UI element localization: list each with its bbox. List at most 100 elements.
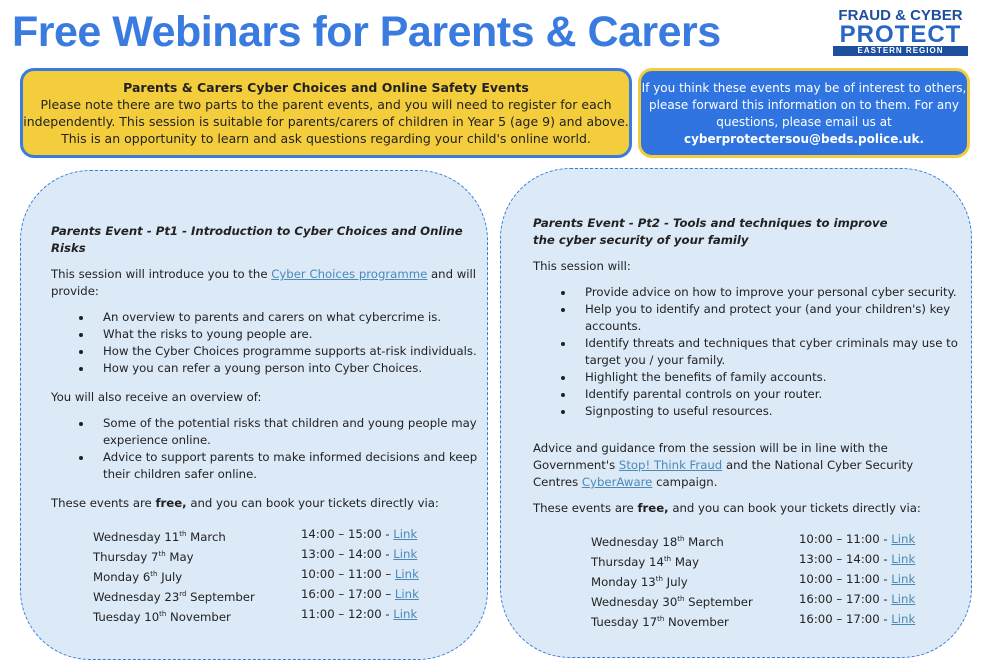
booking-link[interactable]: Link [394,566,419,581]
session-row: Tuesday 10th November 11:00 – 12:00 - Lin… [93,606,487,626]
contact-text: If you think these events may be of inte… [641,81,967,129]
bullet-item: What the risks to young people are. [93,326,487,343]
session-row: Wednesday 23rd September 16:00 – 17:00 – … [93,586,487,606]
session-date: Tuesday 17th November [591,611,799,631]
session-row: Wednesday 30th September 16:00 – 17:00 - … [591,591,971,611]
session-date: Thursday 14th May [591,551,799,571]
date-month: November [664,614,729,629]
date-day: Wednesday 30 [591,594,678,609]
date-month: July [662,574,688,589]
date-suffix: th [655,574,663,583]
session-date: Monday 13th July [591,571,799,591]
text: and you can book your tickets directly v… [668,501,921,515]
pt1-heading: Parents Event - Pt1 - Introduction to Cy… [51,224,463,255]
session-row: Tuesday 17th November 16:00 – 17:00 - Lin… [591,611,971,631]
session-time: 13:00 – 14:00 - Link [301,546,417,566]
session-time: 16:00 – 17:00 - Link [799,591,915,611]
booking-link[interactable]: Link [393,527,418,541]
bullet-item: Advice to support parents to make inform… [93,449,487,483]
date-suffix: th [677,594,685,603]
contact-email[interactable]: cyberprotectersou@beds.police.uk. [683,132,925,146]
date-month: March [186,529,226,544]
pt2-book: These events are free, and you can book … [533,500,971,517]
time-range: 10:00 – 11:00 – [301,566,395,581]
booking-link[interactable]: Link [393,546,418,561]
logo-line3: EASTERN REGION [833,46,968,56]
pt1-overview: You will also receive an overview of: [51,390,262,404]
cyber-choices-link[interactable]: Cyber Choices programme [271,267,428,281]
booking-link[interactable]: Link [394,586,419,601]
cyberaware-link[interactable]: CyberAware [581,475,653,489]
date-suffix: th [179,530,187,538]
pt1-schedule: Wednesday 11th March 14:00 – 15:00 - Link… [93,526,487,625]
time-range: 16:00 – 17:00 – [301,586,395,601]
date-month: July [157,569,183,584]
time-range: 14:00 – 15:00 - [301,527,394,541]
booking-link[interactable]: Link [891,611,916,626]
intro-body: Please note there are two parts to the p… [23,97,629,146]
text: These events are [533,501,638,515]
date-month: May [165,549,194,564]
booking-link[interactable]: Link [891,532,916,546]
date-day: Tuesday 10 [93,609,160,624]
session-date: Tuesday 10th November [93,606,301,626]
fraud-cyber-protect-logo: FRAUD & CYBER PROTECT EASTERN REGION [833,8,968,56]
date-month: March [684,534,724,549]
session-date: Wednesday 30th September [591,591,799,611]
date-suffix: th [159,609,167,618]
session-date: Wednesday 23rd September [93,586,301,606]
session-row: Thursday 7th May 13:00 – 14:00 - Link [93,546,487,566]
session-time: 16:00 – 17:00 – Link [301,586,419,606]
session-time: 10:00 – 11:00 – Link [301,566,419,586]
booking-link[interactable]: Link [393,606,418,621]
text: and you can book your tickets directly v… [186,496,439,510]
session-time: 16:00 – 17:00 - Link [799,611,915,631]
pt1-intro: This session will introduce you to the C… [51,266,487,300]
bullet-item: Highlight the benefits of family account… [575,369,975,386]
date-month: May [671,554,700,569]
session-time: 10:00 – 11:00 - Link [799,571,915,591]
date-suffix: th [158,549,166,558]
booking-link[interactable]: Link [891,571,916,586]
session-row: Monday 13th July 10:00 – 11:00 - Link [591,571,971,591]
date-day: Monday 6 [93,569,151,584]
text: Advice and guidance from the session wil… [533,441,888,472]
text: and the National Cyber Security Centres [533,458,914,489]
free-text: free, [637,501,669,515]
time-range: 10:00 – 11:00 - [799,532,892,546]
date-day: Thursday 7 [93,549,159,564]
pt2-schedule: Wednesday 18th March 10:00 – 11:00 - Link… [591,531,971,630]
date-day: Thursday 14 [591,554,664,569]
logo-line2: PROTECT [839,21,962,48]
text: and will provide: [51,267,477,298]
bullet-item: Provide advice on how to improve your pe… [575,284,975,301]
pt2-advice: Advice and guidance from the session wil… [533,440,943,491]
session-row: Thursday 14th May 13:00 – 14:00 - Link [591,551,971,571]
contact-box: If you think these events may be of inte… [638,68,970,158]
booking-link[interactable]: Link [891,591,916,606]
intro-heading: Parents & Carers Cyber Choices and Onlin… [123,80,529,95]
session-time: 10:00 – 11:00 - Link [799,531,915,551]
pt1-panel: Parents Event - Pt1 - Introduction to Cy… [20,170,488,660]
bullet-item: How the Cyber Choices programme supports… [93,343,487,360]
time-range: 16:00 – 17:00 - [799,611,892,626]
stop-think-fraud-link[interactable]: Stop! Think Fraud [618,458,723,472]
booking-link[interactable]: Link [891,551,916,566]
date-suffix: th [677,535,685,543]
date-day: Wednesday 11 [93,529,180,544]
pt1-bullets: An overview to parents and carers on wha… [93,309,487,377]
session-time: 14:00 – 15:00 - Link [301,526,417,546]
pt2-bullets: Provide advice on how to improve your pe… [575,284,975,420]
text: This session will introduce you to the [51,267,272,281]
time-range: 16:00 – 17:00 - [799,591,892,606]
pt1-book: These events are free, and you can book … [51,495,487,512]
time-range: 13:00 – 14:00 - [301,546,394,561]
bullet-item: An overview to parents and carers on wha… [93,309,487,326]
free-text: free, [155,496,187,510]
session-time: 11:00 – 12:00 - Link [301,606,417,626]
date-month: November [166,609,231,624]
pt2-panel: Parents Event - Pt2 - Tools and techniqu… [500,168,972,658]
time-range: 11:00 – 12:00 - [301,606,394,621]
pt2-intro: This session will: [533,259,631,273]
bullet-item: Signposting to useful resources. [575,403,975,420]
